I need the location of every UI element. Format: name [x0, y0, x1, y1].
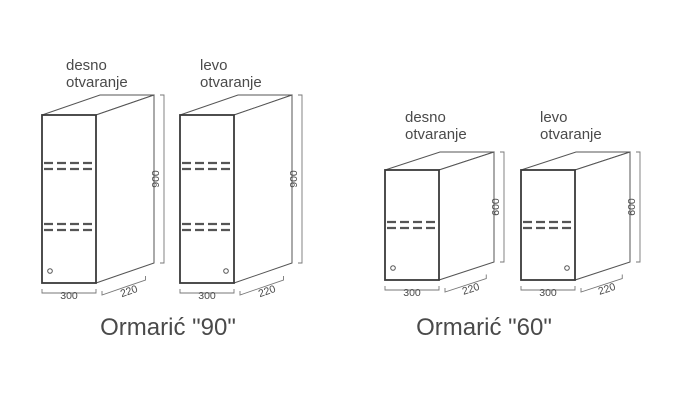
cabinet-side — [95, 94, 155, 284]
depth-dimension-line — [239, 276, 284, 296]
height-dimension-line — [636, 151, 641, 263]
width-dimension-line — [179, 289, 235, 294]
cabinet-side — [574, 151, 631, 281]
depth-dimension-line — [101, 276, 146, 296]
depth-dimension-line — [444, 274, 487, 293]
height-dimension-line — [500, 151, 505, 263]
height-value: 600 — [490, 198, 502, 216]
cabinet-3: desno otvaranje 300 220 600 — [384, 109, 505, 299]
depth-value: 220 — [119, 283, 140, 300]
width-value: 300 — [60, 290, 78, 302]
height-value: 600 — [626, 198, 638, 216]
width-value: 300 — [403, 287, 421, 299]
cabinet-front — [179, 114, 235, 284]
height-value: 900 — [150, 170, 162, 188]
door-knob — [47, 268, 53, 274]
width-value: 300 — [198, 290, 216, 302]
height-dimension-line — [298, 94, 303, 264]
door-knob — [390, 265, 396, 271]
height-dimension-line — [160, 94, 165, 264]
cabinets-layer: desno otvaranje 300 220 900 levo otvaranje 300 2… — [41, 57, 641, 302]
cabinet-side — [438, 151, 495, 281]
cabinet-4: levo otvaranje 300 220 600 — [520, 109, 641, 299]
width-dimension-line — [384, 286, 440, 291]
opening-label: desno otvaranje — [405, 109, 467, 143]
door-knob — [223, 268, 229, 274]
opening-label: levo otvaranje — [200, 57, 262, 91]
cabinet-side — [233, 94, 293, 284]
depth-value: 220 — [597, 281, 618, 298]
cabinet-front — [41, 114, 97, 284]
opening-label: desno otvaranje — [66, 57, 128, 91]
width-dimension-line — [41, 289, 97, 294]
depth-value: 220 — [461, 281, 482, 298]
width-dimension-line — [520, 286, 576, 291]
cabinet-front — [384, 169, 440, 281]
cabinet-2: levo otvaranje 300 220 900 — [179, 57, 303, 302]
depth-dimension-line — [580, 274, 623, 293]
door-knob — [564, 265, 570, 271]
group-title-90: Ormarić "90" — [100, 314, 236, 341]
cabinet-1: desno otvaranje 300 220 900 — [41, 57, 165, 302]
width-value: 300 — [539, 287, 557, 299]
height-value: 900 — [288, 170, 300, 188]
cabinet-front — [520, 169, 576, 281]
opening-label: levo otvaranje — [540, 109, 602, 143]
group-title-60: Ormarić "60" — [416, 314, 552, 341]
depth-value: 220 — [257, 283, 278, 300]
